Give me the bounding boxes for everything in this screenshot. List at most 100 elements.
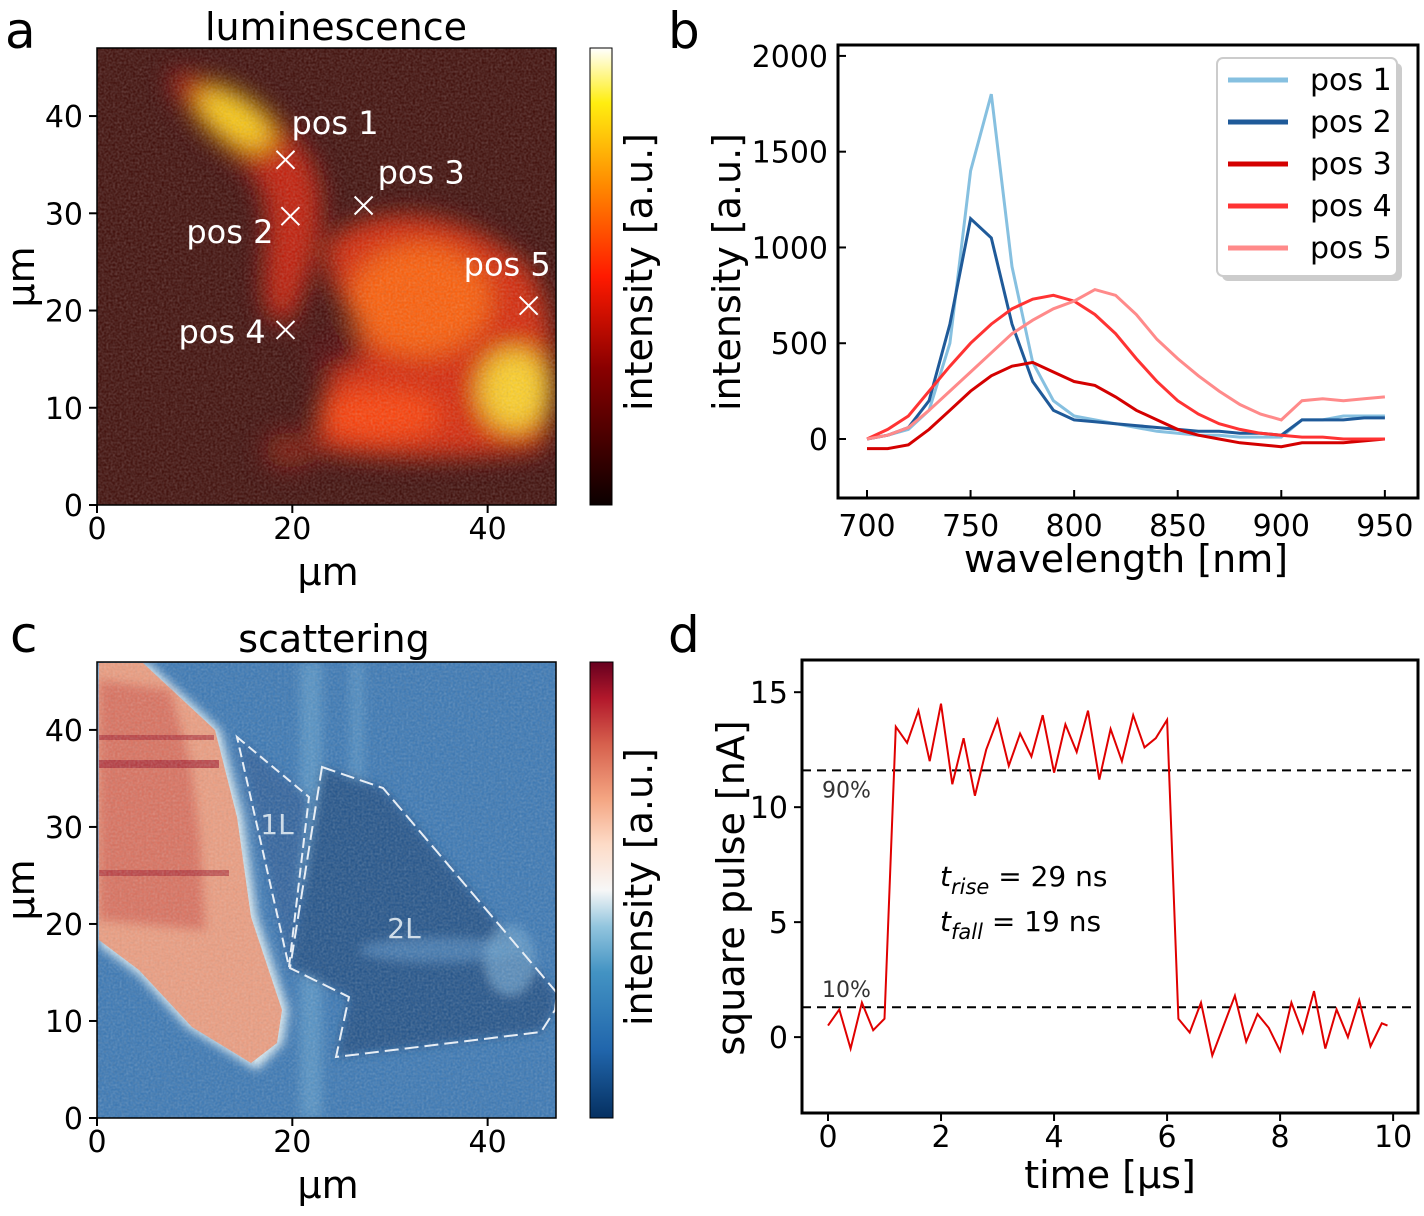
panel-b-axes: 700 750 800 850 900 950 0 500 1000 1500 2000 <box>752 40 1414 544</box>
panel-a-xlabel: µm <box>297 550 358 594</box>
x-tick-label: 20 <box>273 1125 311 1160</box>
y-tick-label: 40 <box>45 714 83 749</box>
x-tick-label: 750 <box>942 509 999 544</box>
y-tick-label: 500 <box>771 327 828 362</box>
marker-pos-1: pos 1 <box>275 104 379 170</box>
panel-a-colorbar <box>589 47 613 506</box>
x-tick-label: 700 <box>838 509 895 544</box>
region-1l-label: 1L <box>260 808 294 841</box>
scattering-heatmap <box>97 662 556 1118</box>
pulse-line <box>827 703 1388 1060</box>
x-tick-label: 0 <box>818 1120 837 1155</box>
x-tick-label: 4 <box>1045 1120 1064 1155</box>
pulse-trace: 90% 10% <box>802 703 1418 1060</box>
marker-pos-5: pos 5 <box>464 246 551 316</box>
cross-marker-icon <box>275 150 296 170</box>
luminescence-heatmap <box>97 48 556 505</box>
legend-entry: pos 1 <box>1228 63 1392 98</box>
y-tick-label: 0 <box>809 423 828 458</box>
legend-entry: pos 4 <box>1228 189 1392 224</box>
panel-a-luminescence-map: luminescence pos 1 pos 2 pos 3 pos 4 pos 5 0… <box>0 5 661 594</box>
legend-label: pos 2 <box>1310 105 1392 140</box>
legend-label: pos 4 <box>1310 189 1392 224</box>
panel-c-colorbar <box>589 661 614 1119</box>
panel-c-ylabel: µm <box>0 859 43 920</box>
panel-c-frame <box>96 661 557 1119</box>
series-line-pos-4 <box>866 293 1385 441</box>
marker-label: pos 4 <box>178 313 265 351</box>
legend-entry: pos 3 <box>1228 147 1392 182</box>
legend-label: pos 1 <box>1310 63 1392 98</box>
panel-d-axes: 0 2 4 6 8 10 0 5 10 15 <box>750 676 1412 1155</box>
y-tick-label: 0 <box>64 1102 83 1137</box>
panel-c-colorbar-label: intensity [a.u.] <box>617 748 661 1026</box>
y-tick-label: 20 <box>45 908 83 943</box>
y-tick-label: 30 <box>45 197 83 232</box>
x-tick-label: 8 <box>1271 1120 1290 1155</box>
panel-b-spectra: 700 750 800 850 900 950 0 500 1000 1500 2000 wavel… <box>705 40 1420 581</box>
x-tick-label: 40 <box>469 1125 507 1160</box>
panel-a-colorbar-label: intensity [a.u.] <box>617 133 661 411</box>
legend-entry: pos 5 <box>1228 231 1392 266</box>
series-line-pos-2 <box>866 215 1385 441</box>
legend-label: pos 3 <box>1310 147 1392 182</box>
panel-a-ylabel: µm <box>0 246 43 307</box>
legend-label: pos 5 <box>1310 231 1392 266</box>
legend-entry: pos 2 <box>1228 105 1392 140</box>
region-2l-outline <box>288 765 556 1059</box>
y-tick-label: 2000 <box>752 40 828 75</box>
x-tick-label: 800 <box>1046 509 1103 544</box>
panel-c-axes: 0 20 40 0 10 20 30 40 <box>45 714 507 1160</box>
x-tick-label: 850 <box>1149 509 1206 544</box>
x-tick-label: 40 <box>469 512 507 547</box>
y-tick-label: 10 <box>750 791 788 826</box>
panel-a-axes: 0 20 40 0 10 20 30 40 <box>45 100 507 547</box>
y-tick-label: 15 <box>750 676 788 711</box>
marker-pos-2: pos 2 <box>186 206 301 251</box>
panel-d-ylabel: square pulse [nA] <box>709 720 753 1055</box>
panel-label-c: c <box>10 606 38 664</box>
fall-time-annotation: tfall = 19 ns <box>940 905 1101 944</box>
cross-marker-icon <box>275 320 296 340</box>
panel-label-d: d <box>668 606 700 664</box>
marker-pos-4: pos 4 <box>178 313 296 351</box>
panel-a-frame <box>96 47 557 506</box>
y-tick-label: 0 <box>769 1021 788 1056</box>
x-tick-label: 10 <box>1374 1120 1412 1155</box>
spectra-lines <box>866 93 1386 451</box>
panel-d-square-pulse: 90% 10% 0 2 4 6 8 10 0 5 10 15 time [µs] square pu… <box>709 658 1420 1197</box>
y-tick-label: 10 <box>45 1005 83 1040</box>
panel-label-b: b <box>668 2 700 60</box>
x-tick-label: 950 <box>1356 509 1413 544</box>
y-tick-label: 0 <box>64 489 83 524</box>
y-tick-label: 40 <box>45 100 83 135</box>
y-tick-label: 1000 <box>752 231 828 266</box>
panel-b-xlabel: wavelength [nm] <box>964 537 1288 581</box>
cross-marker-icon <box>280 206 301 226</box>
y-tick-label: 1500 <box>752 136 828 171</box>
marker-label: pos 1 <box>291 104 378 142</box>
marker-pos-3: pos 3 <box>353 154 465 216</box>
cross-marker-icon <box>518 295 539 316</box>
x-tick-label: 900 <box>1253 509 1310 544</box>
y-tick-label: 5 <box>769 906 788 941</box>
panel-c-title: scattering <box>238 617 430 661</box>
panel-b-frame <box>836 43 1420 500</box>
marker-label: pos 5 <box>464 246 551 284</box>
rise-time-annotation: trise = 29 ns <box>940 860 1107 899</box>
panel-a-title: luminescence <box>205 5 467 49</box>
panel-d-xlabel: time [µs] <box>1024 1153 1196 1197</box>
panel-c-xlabel: µm <box>297 1163 358 1207</box>
x-tick-label: 6 <box>1158 1120 1177 1155</box>
y-tick-label: 10 <box>45 392 83 427</box>
panel-b-ylabel: intensity [a.u.] <box>705 133 749 411</box>
legend: pos 1 pos 2 pos 3 pos 4 pos 5 <box>1216 57 1402 281</box>
position-markers: pos 1 pos 2 pos 3 pos 4 pos 5 <box>178 104 550 351</box>
y-tick-label: 20 <box>45 295 83 330</box>
x-tick-label: 2 <box>931 1120 950 1155</box>
region-1l-outline <box>235 734 311 968</box>
panel-d-frame <box>800 658 1420 1115</box>
x-tick-label: 0 <box>87 1125 106 1160</box>
series-line-pos-5 <box>866 287 1386 441</box>
